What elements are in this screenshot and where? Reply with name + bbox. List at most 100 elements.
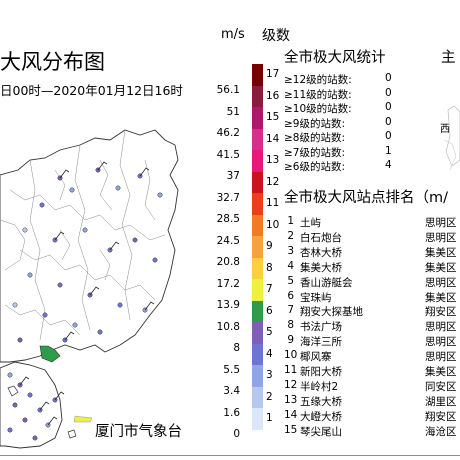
ranking-row: 3 杏林大桥 集美区 — [284, 245, 460, 260]
land-area — [0, 129, 179, 449]
ranking-rank: 4 — [287, 259, 294, 272]
ranking-district: 思明区 — [425, 351, 457, 364]
stats-row-value: 0 — [385, 101, 392, 113]
map-title: 大风分布图 — [0, 50, 105, 74]
legend-swatch — [252, 128, 263, 151]
legend-swatch — [252, 214, 263, 237]
ranking-row: 13 五缘大桥 湖里区 — [284, 394, 460, 409]
ranking-district: 思明区 — [425, 276, 457, 289]
legend-unit-level: 级数 — [262, 28, 290, 44]
ranking-heading: 全市极大风站点排名（m/ — [284, 190, 449, 206]
legend-speed-label: 56.1 — [216, 84, 240, 96]
legend-speed-label: 17.2 — [216, 277, 240, 290]
ranking-district: 思明区 — [425, 336, 457, 349]
ranking-rank: 9 — [287, 334, 294, 347]
ranking-row: 11 新阳大桥 集美区 — [284, 364, 460, 379]
legend-level-label: 1 — [266, 412, 273, 424]
ranking-rank: 1 — [287, 215, 294, 227]
legend-swatch — [252, 107, 263, 129]
ranking-rank: 11 — [284, 364, 298, 376]
legend-speed-label: 46.2 — [216, 127, 240, 139]
legend-level-label: 3 — [266, 369, 273, 381]
legend-speed-label: 13.9 — [216, 299, 240, 311]
legend-level-label: 14 — [266, 132, 280, 145]
ranking-name: 土屿 — [300, 217, 321, 229]
stats-row-value: 0 — [385, 86, 392, 99]
ranking-row: 1 土屿 思明区 — [284, 215, 460, 230]
ranking-row: 15 琴尖尾山 海沧区 — [284, 424, 460, 439]
legend-unit-speed: m/s — [221, 27, 245, 42]
legend-level-label: 13 — [266, 154, 280, 166]
legend-speed-label: 51 — [226, 105, 240, 118]
inset-label: 西 — [440, 124, 450, 135]
ranking-row: 9 海洋三所 思明区 — [284, 334, 460, 349]
ranking-rank: 5 — [287, 274, 294, 287]
stats-row-label: ≥7级的站数: — [284, 146, 346, 159]
ranking-rank: 7 — [287, 304, 294, 317]
ranking-rank: 3 — [287, 244, 294, 257]
legend-swatch — [252, 322, 263, 344]
legend-swatch — [252, 193, 263, 215]
ranking-district: 集美区 — [425, 246, 457, 259]
ranking-row: 5 香山游艇会 思明区 — [284, 275, 460, 290]
stats-row-value: 4 — [385, 159, 392, 171]
ranking-row: 4 集美大桥 集美区 — [284, 260, 460, 275]
ranking-name: 海洋三所 — [300, 336, 342, 349]
ranking-name: 半岭村2 — [300, 380, 339, 393]
legend-swatch — [252, 279, 263, 301]
ranking-name: 白石炮台 — [300, 231, 342, 244]
stats-row-label: ≥10级的站数: — [284, 103, 352, 115]
ranking-rank: 13 — [284, 393, 298, 406]
wind-region-level-7 — [73, 415, 93, 423]
ranking-name: 五缘大桥 — [300, 395, 342, 408]
wind-region-level-6 — [39, 345, 61, 363]
legend-level-label: 5 — [266, 326, 273, 338]
ranking-row: 8 书法广场 思明区 — [284, 319, 460, 334]
district-boundaries — [0, 129, 166, 341]
stats-row-label: ≥6级的站数: — [284, 161, 346, 173]
stats-row-label: ≥8级的站数: — [284, 132, 346, 144]
right-title-fragment: 主 — [441, 50, 456, 66]
credit-label: 厦门市气象台 — [95, 424, 182, 440]
legend-speed-label: 41.5 — [216, 148, 240, 161]
ranking-rank: 2 — [287, 229, 294, 242]
legend-swatch — [252, 64, 263, 86]
legend-swatch — [252, 236, 263, 258]
legend-swatch — [252, 171, 263, 194]
bottom-border — [0, 455, 460, 456]
legend-speed-label: 32.7 — [216, 191, 240, 204]
ranking-district: 思明区 — [425, 231, 457, 244]
legend-speed-label: 1.6 — [223, 406, 240, 419]
stats-row-value: 1 — [385, 144, 392, 157]
ranking-row: 10 椰风寨 思明区 — [284, 349, 460, 364]
stats-row-value: 0 — [385, 130, 392, 142]
ranking-row: 7 翔安大探基地 翔安区 — [284, 304, 460, 319]
ranking-district: 集美区 — [425, 291, 457, 304]
legend-speed-label: 8 — [233, 342, 240, 354]
ranking-rank: 14 — [284, 408, 298, 421]
legend-swatch — [252, 386, 263, 409]
legend-speed-label: 10.8 — [216, 320, 240, 333]
legend-level-label: 6 — [266, 304, 273, 317]
ranking-rank: 6 — [287, 289, 294, 302]
stats-row-label: ≥11级的站数: — [284, 88, 352, 101]
legend-speed-label: 37 — [226, 170, 240, 182]
legend-swatch — [252, 408, 263, 430]
ranking-rank: 12 — [284, 378, 298, 391]
stats-heading: 全市极大风统计 — [284, 50, 386, 66]
ranking-name: 新阳大桥 — [300, 366, 342, 378]
legend-level-label: 15 — [266, 111, 280, 123]
legend-swatch — [252, 365, 263, 387]
ranking-district: 思明区 — [425, 321, 457, 334]
legend-swatch — [252, 343, 263, 366]
ranking-name: 香山游艇会 — [300, 276, 353, 289]
legend-level-label: 8 — [266, 261, 273, 274]
ranking-rank: 15 — [284, 423, 298, 436]
legend-speed-label: 3.4 — [223, 385, 240, 397]
legend-speed-label: 24.5 — [216, 234, 240, 247]
ranking-row: 2 白石炮台 思明区 — [284, 230, 460, 245]
ranking-row: 12 半岭村2 同安区 — [284, 379, 460, 394]
stats-row-label: ≥12级的站数: — [284, 74, 352, 86]
stats-row-value: 0 — [385, 115, 392, 128]
inset-map-fragment — [443, 105, 460, 171]
